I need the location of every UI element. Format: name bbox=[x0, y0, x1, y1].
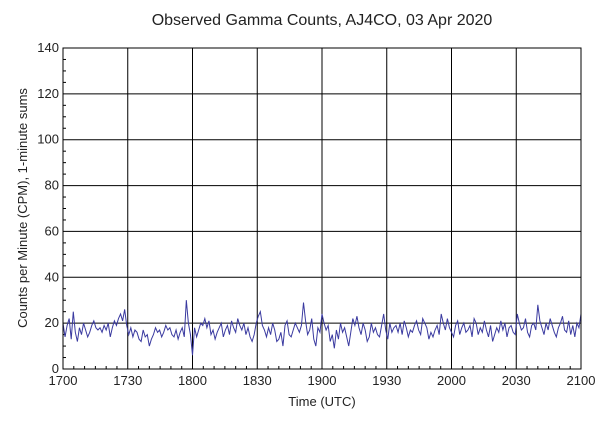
series-line bbox=[62, 300, 582, 356]
x-axis-label: Time (UTC) bbox=[288, 394, 355, 409]
y-tick-label: 120 bbox=[37, 86, 59, 101]
y-tick-label: 40 bbox=[45, 269, 59, 284]
y-tick-label: 20 bbox=[45, 315, 59, 330]
x-tick-label: 2000 bbox=[437, 373, 466, 388]
x-tick-label: 1900 bbox=[308, 373, 337, 388]
x-tick-label: 1930 bbox=[372, 373, 401, 388]
y-tick-labels: 0 20 40 60 80 100 120 140 bbox=[37, 40, 59, 376]
y-tick-label: 0 bbox=[52, 361, 59, 376]
x-tick-label: 2030 bbox=[502, 373, 531, 388]
y-tick-label: 140 bbox=[37, 40, 59, 55]
x-tick-label: 1730 bbox=[113, 373, 142, 388]
y-tick-label: 80 bbox=[45, 178, 59, 193]
y-tick-label: 100 bbox=[37, 132, 59, 147]
x-tick-labels: 1700 1730 1800 1830 1900 1930 2000 2030 2100 bbox=[49, 373, 596, 388]
x-tick-label: 2100 bbox=[567, 373, 596, 388]
chart-title: Observed Gamma Counts, AJ4CO, 03 Apr 202… bbox=[152, 12, 493, 29]
y-axis-label: Counts per Minute (CPM), 1-minute sums bbox=[15, 88, 30, 328]
x-tick-label: 1800 bbox=[178, 373, 207, 388]
x-tick-label: 1700 bbox=[49, 373, 78, 388]
y-tick-label: 60 bbox=[45, 223, 59, 238]
plot-border bbox=[62, 47, 582, 370]
x-tick-label: 1830 bbox=[243, 373, 272, 388]
